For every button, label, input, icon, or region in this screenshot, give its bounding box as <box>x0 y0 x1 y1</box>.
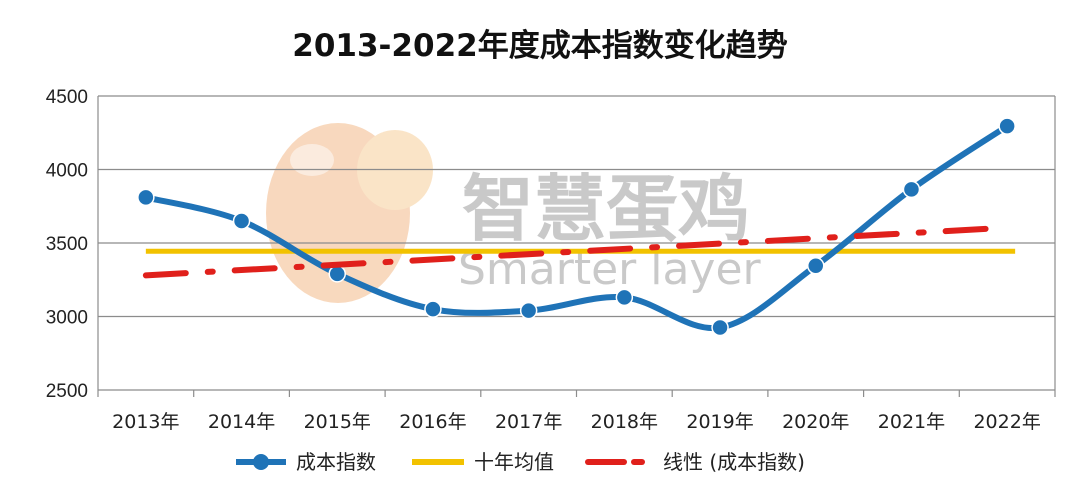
legend-marker <box>253 454 269 470</box>
y-tick-label: 3500 <box>46 234 88 255</box>
data-point <box>232 212 251 230</box>
chart-title: 2013-2022年度成本指数变化趋势 <box>292 28 787 64</box>
legend-label: 线性 (成本指数) <box>663 450 805 474</box>
x-tick-label: 2019年 <box>686 411 753 433</box>
x-axis: 2013年 2014年 2015年 2016年 2017年 2018年 2019年 2020年… <box>97 390 1056 433</box>
data-point <box>424 300 442 318</box>
x-tick-label: 2015年 <box>304 411 371 433</box>
x-tick-label: 2014年 <box>208 411 275 433</box>
watermark-cn: 智慧蛋鸡 <box>462 167 750 251</box>
data-point <box>615 288 634 307</box>
series-layer <box>137 117 1016 337</box>
x-tick-label: 2022年 <box>973 411 1040 433</box>
y-tick-label: 4500 <box>46 87 88 108</box>
x-tick-label: 2013年 <box>112 411 179 433</box>
y-tick-label: 2500 <box>46 381 88 402</box>
x-tick-label: 2020年 <box>782 411 849 433</box>
data-point <box>998 117 1016 135</box>
watermark-logo <box>266 123 433 303</box>
x-tick-label: 2017年 <box>495 411 562 433</box>
x-tick-label: 2018年 <box>591 411 658 433</box>
x-tick-label: 2016年 <box>399 411 466 433</box>
legend-label: 十年均值 <box>474 450 554 474</box>
y-axis: 2500 3000 3500 4000 4500 <box>46 87 88 402</box>
data-point <box>711 318 729 337</box>
data-point <box>137 188 155 207</box>
legend: 成本指数 十年均值 线性 (成本指数) <box>236 450 805 474</box>
series-line-cost-index <box>142 123 1011 332</box>
y-tick-label: 3000 <box>46 308 88 329</box>
data-point <box>902 180 921 199</box>
legend-label: 成本指数 <box>296 450 376 474</box>
y-tick-label: 4000 <box>46 161 88 182</box>
grid <box>97 95 1056 391</box>
series-line-linear-trend <box>142 224 1011 279</box>
data-point <box>328 265 346 283</box>
data-point <box>807 257 825 275</box>
data-point <box>519 301 538 320</box>
x-tick-label: 2021年 <box>878 411 945 433</box>
